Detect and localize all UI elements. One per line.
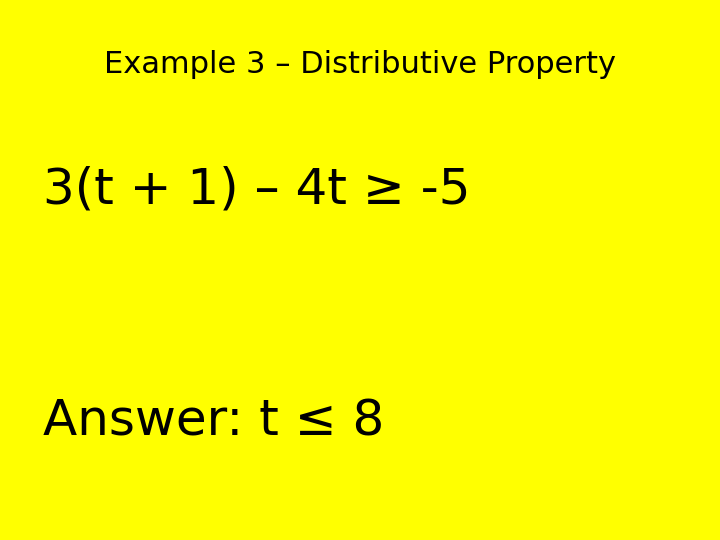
Text: Example 3 – Distributive Property: Example 3 – Distributive Property xyxy=(104,50,616,79)
Text: 3(t + 1) – 4t ≥ -5: 3(t + 1) – 4t ≥ -5 xyxy=(43,165,471,213)
Text: Answer: t ≤ 8: Answer: t ≤ 8 xyxy=(43,397,384,445)
